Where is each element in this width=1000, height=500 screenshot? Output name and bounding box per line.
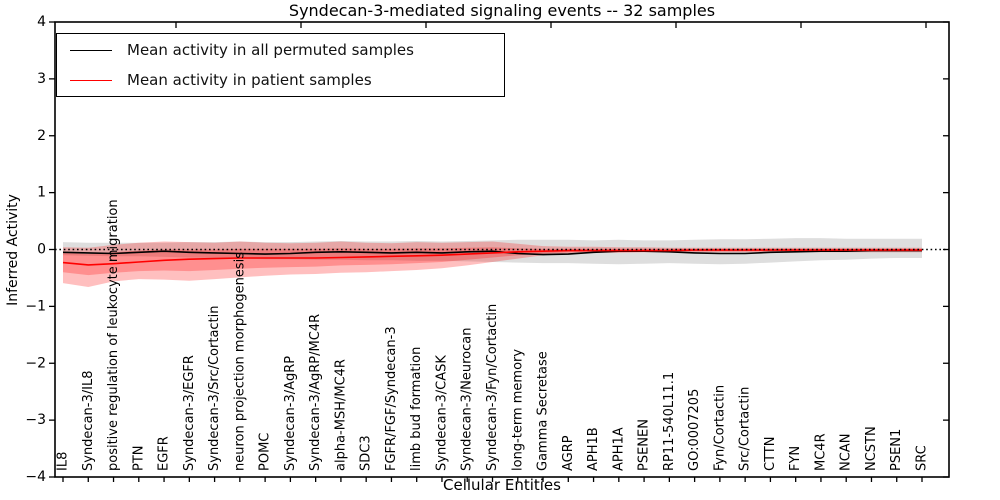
- x-tick-label: positive regulation of leukocyte migrati…: [106, 199, 121, 471]
- x-tick-label: FGFR/FGF/Syndecan-3: [384, 326, 399, 471]
- y-tick-label: 0: [37, 242, 46, 258]
- series-line-permuted: [62, 249, 922, 256]
- y-tick-label: 1: [37, 185, 46, 201]
- permuted-line-swatch-icon: [70, 49, 112, 51]
- x-tick-label: SDC3: [359, 435, 374, 471]
- x-tick-label: POMC: [258, 433, 273, 471]
- x-tick-label: NCAN: [839, 434, 854, 471]
- x-tick-label: EGFR: [157, 436, 172, 471]
- x-tick-label: Syndecan-3/Fyn/Cortactin: [485, 304, 500, 471]
- x-tick-label: Syndecan-3/AgRP: [283, 356, 298, 471]
- y-tick-label: −1: [25, 298, 46, 314]
- y-tick-label: 4: [37, 14, 46, 30]
- y-axis-title: Inferred Activity: [5, 194, 21, 306]
- patient-line-swatch-icon: [70, 79, 112, 81]
- x-tick-label: Syndecan-3/IL8: [81, 371, 96, 471]
- x-tick-label: CTTN: [763, 437, 778, 471]
- x-tick-label: Syndecan-3/CASK: [435, 355, 450, 471]
- legend-entry-patient: Mean activity in patient samples: [57, 66, 504, 94]
- x-tick-label: PTN: [131, 445, 146, 471]
- x-tick-label: Syndecan-3/Src/Cortactin: [207, 305, 222, 471]
- x-tick-label: alpha-MSH/MC4R: [333, 359, 348, 471]
- series-line-patient: [62, 249, 922, 266]
- x-tick-label: Gamma Secretase: [536, 351, 551, 471]
- x-tick-label: long-term memory: [510, 349, 525, 471]
- y-tick-label: 2: [37, 128, 46, 144]
- patient-band-outer: [63, 241, 922, 287]
- x-tick-label: neuron projection morphogenesis: [232, 252, 247, 471]
- x-tick-label: GO:0007205: [687, 389, 702, 471]
- y-tick-label: −4: [25, 469, 46, 485]
- x-tick-label: FYN: [788, 446, 803, 471]
- x-tick-label: limb bud formation: [409, 347, 424, 471]
- legend: Mean activity in all permuted samples Me…: [56, 33, 505, 97]
- x-tick-label: Syndecan-3/Neurocan: [460, 328, 475, 471]
- x-tick-label: MC4R: [813, 433, 828, 471]
- x-axis-title: Cellular Entities: [443, 476, 561, 494]
- x-tick-label: PSEN1: [889, 429, 904, 471]
- x-tick-label: Fyn/Cortactin: [712, 385, 727, 471]
- y-tick-label: 3: [37, 71, 46, 87]
- x-tick-label: Syndecan-3/EGFR: [182, 355, 197, 471]
- x-tick-label: SRC: [915, 445, 930, 471]
- x-tick-label: RP11-540L11.1: [662, 372, 677, 471]
- x-tick-label: APH1B: [586, 427, 601, 471]
- x-tick-label: AGRP: [561, 435, 576, 471]
- y-tick-label: −2: [25, 355, 46, 371]
- legend-label-patient: Mean activity in patient samples: [127, 71, 372, 89]
- x-tick-label: Src/Cortactin: [738, 387, 753, 471]
- chart-title: Syndecan-3-mediated signaling events -- …: [288, 1, 716, 20]
- legend-label-permuted: Mean activity in all permuted samples: [127, 41, 414, 59]
- x-tick-label: NCSTN: [864, 426, 879, 471]
- x-tick-label: Syndecan-3/AgRP/MC4R: [308, 314, 323, 471]
- legend-entry-permuted: Mean activity in all permuted samples: [57, 36, 504, 64]
- x-tick-label: IL8: [56, 452, 71, 471]
- y-tick-label: −3: [25, 412, 46, 428]
- x-tick-label: APH1A: [611, 427, 626, 471]
- x-tick-label: PSENEN: [637, 419, 652, 471]
